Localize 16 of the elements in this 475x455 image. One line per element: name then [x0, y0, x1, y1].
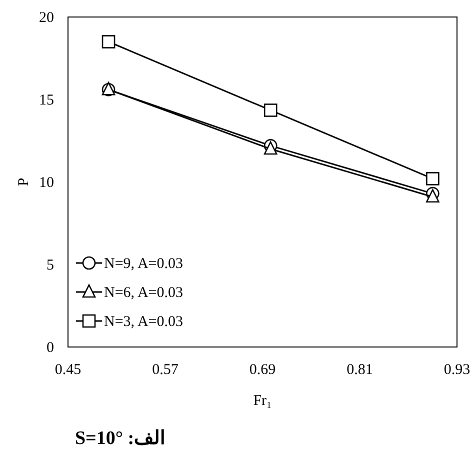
y-tick-label: 15 — [39, 92, 54, 108]
y-tick-label: 0 — [46, 340, 54, 356]
x-axis-title: Fr₁ — [253, 393, 272, 409]
text: الف: S=10° — [74, 428, 166, 449]
x-tick-label: 0.81 — [346, 362, 373, 378]
y-axis-title: P — [16, 178, 32, 186]
legend-label: N=6, A=0.03 — [104, 285, 184, 301]
y-tick-label: 20 — [39, 10, 54, 26]
x-tick-label: 0.69 — [249, 362, 276, 378]
y-tick-label: 5 — [46, 258, 54, 274]
legend-label: N=3, A=0.03 — [104, 314, 184, 330]
x-tick-label: 0.93 — [444, 362, 470, 378]
y-tick-label: 10 — [39, 175, 54, 191]
x-tick-label: 0.45 — [54, 362, 82, 378]
legend-label: N=9, A=0.03 — [104, 256, 184, 272]
x-tick-label: 0.57 — [152, 362, 179, 378]
